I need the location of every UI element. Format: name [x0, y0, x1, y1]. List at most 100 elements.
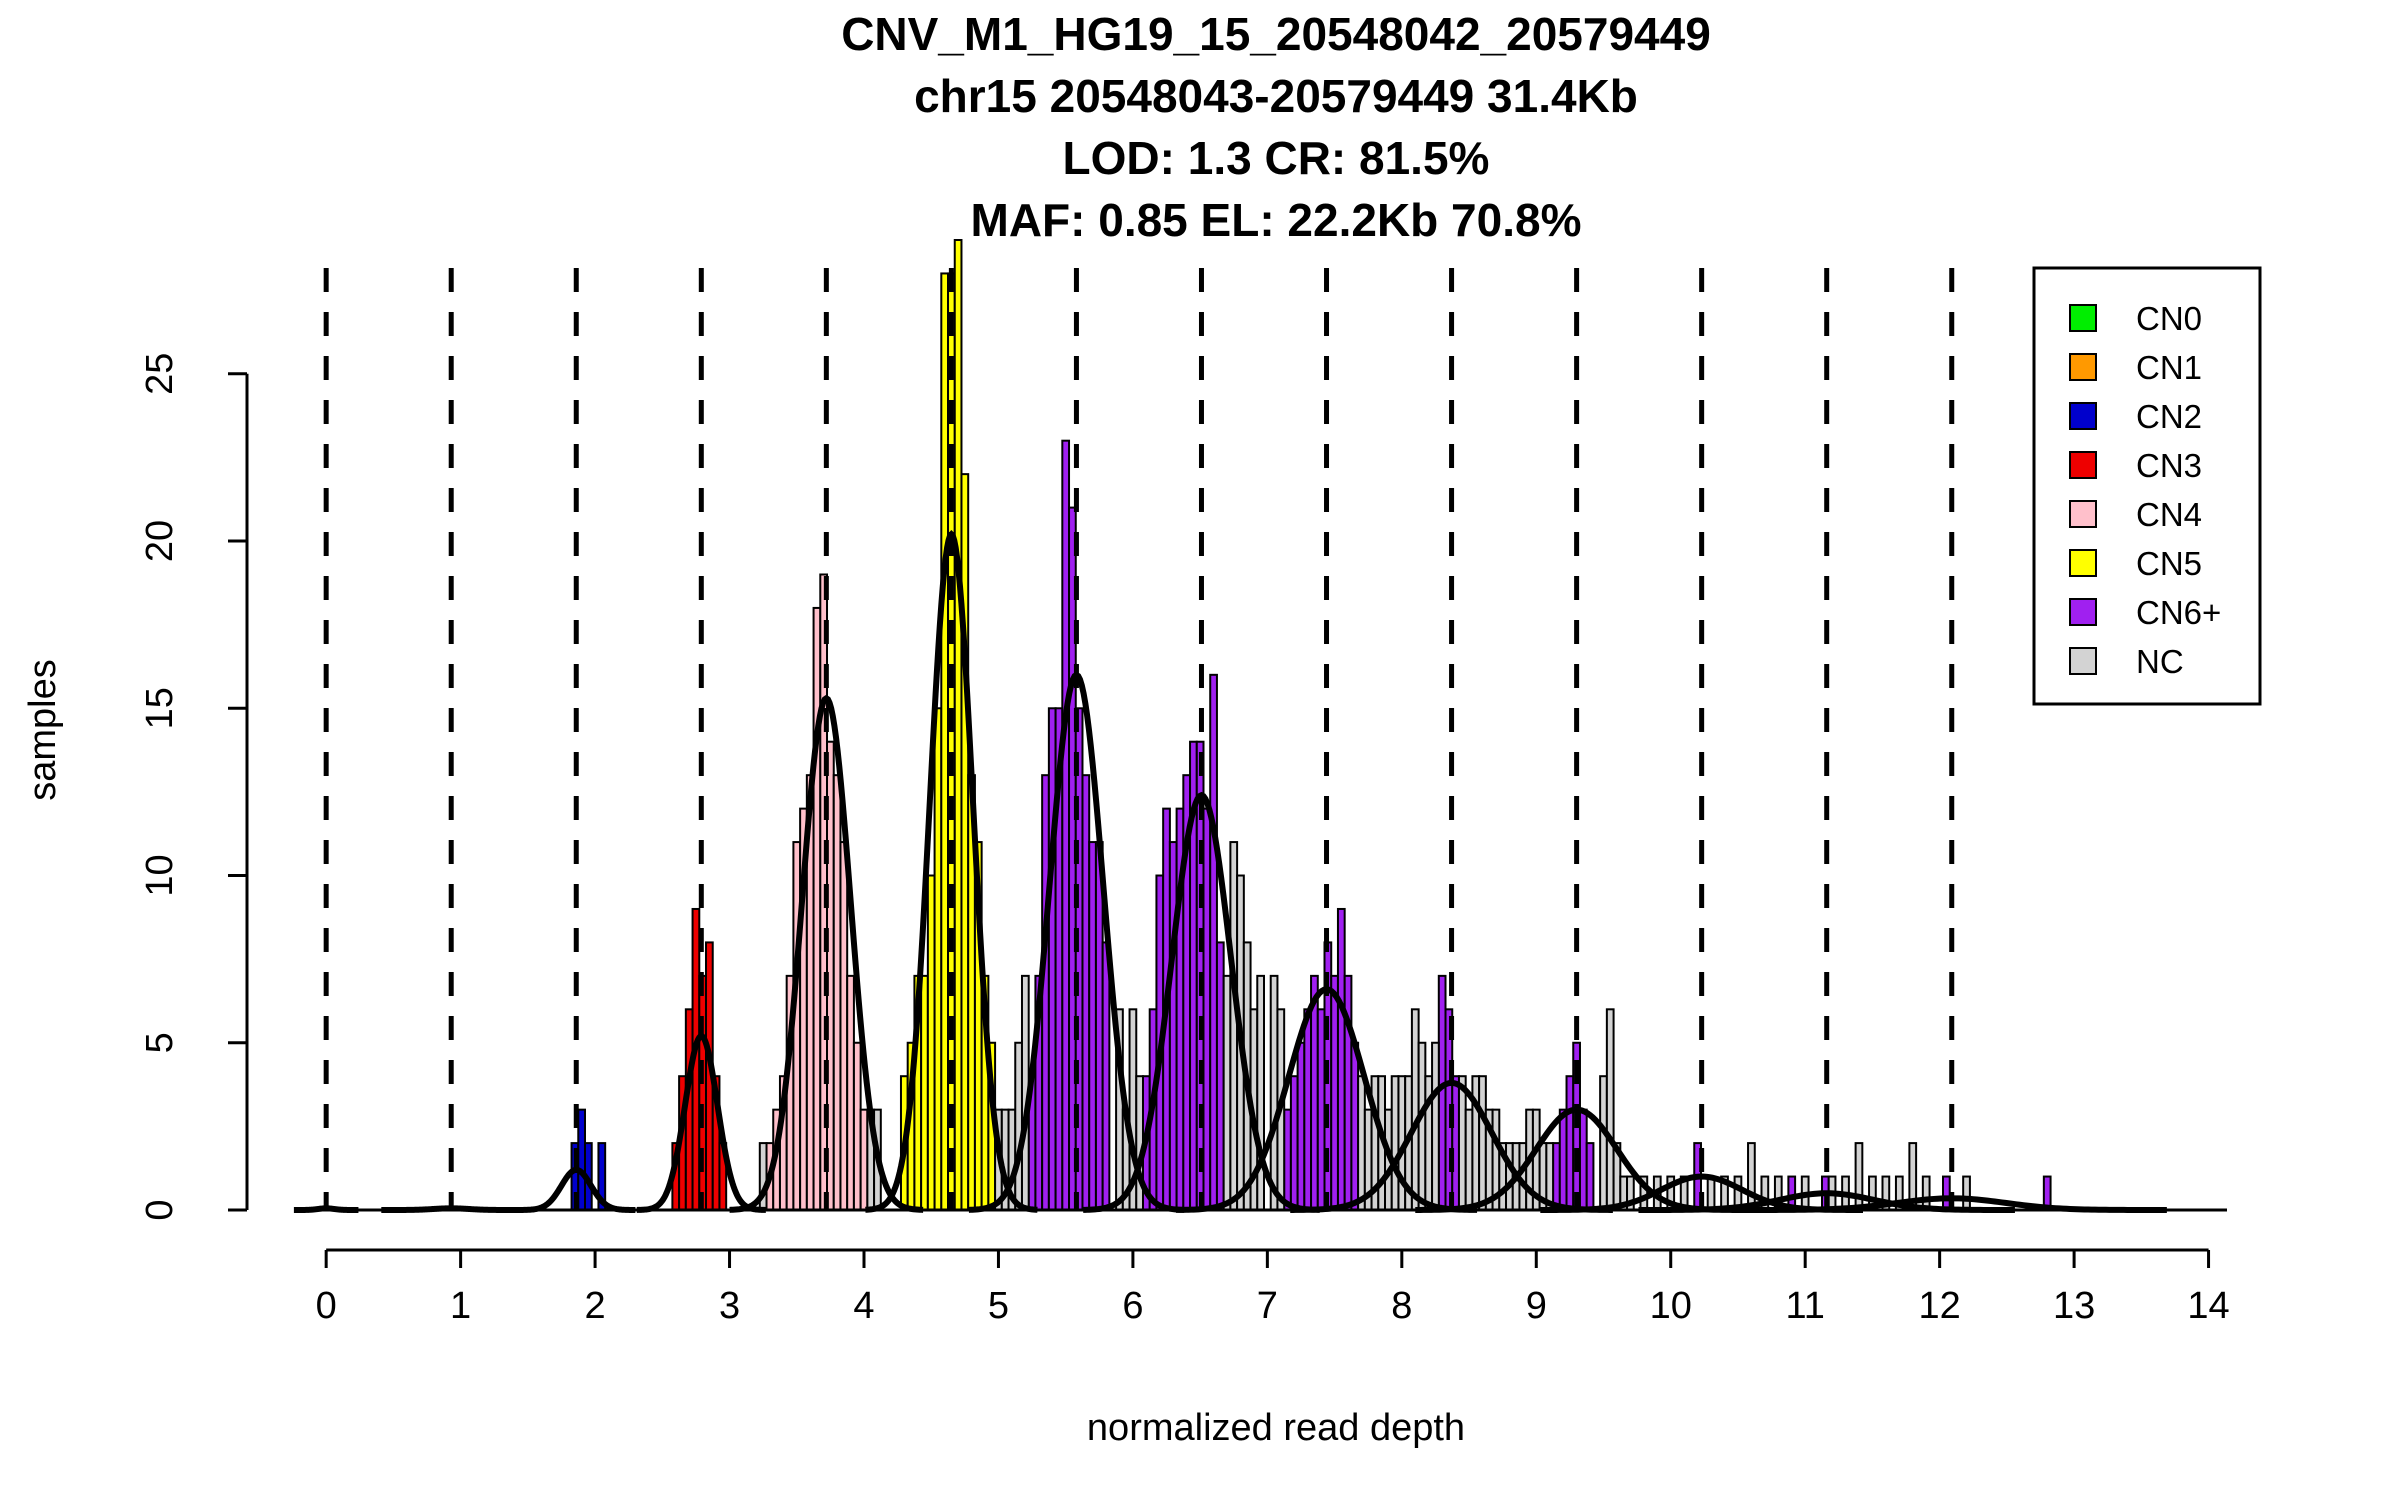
bar-cn6-plus: [1585, 1142, 1595, 1211]
bar-cn6-plus: [1451, 1075, 1460, 1212]
legend-swatch-cn3: [2069, 451, 2097, 479]
bar-nc: [1417, 1041, 1427, 1212]
bar-cn5: [940, 272, 950, 1211]
bar-nc: [1478, 1075, 1487, 1212]
legend-swatch-cn4: [2069, 500, 2097, 528]
title-line-1: CNV_M1_HG19_15_20548042_20579449: [841, 8, 1711, 60]
bar-nc: [1464, 1108, 1474, 1211]
x-tick-label-11: 11: [1785, 1285, 1824, 1327]
bar-nc: [1962, 1175, 1971, 1212]
bar-cn6-plus: [1074, 707, 1084, 1212]
bar-cn5: [926, 874, 936, 1211]
bar-cn6-plus: [1316, 1008, 1326, 1212]
bar-cn6-plus: [1336, 907, 1346, 1211]
x-axis: 0 1 2 3 4 5 6 7 8 9 10 11 12 13 14: [305, 1208, 2230, 1327]
x-tick-label-8: 8: [1391, 1285, 1412, 1327]
legend-swatch-cn0: [2069, 304, 2097, 332]
bar-nc: [1706, 1175, 1716, 1212]
x-tick-label-1: 1: [450, 1285, 471, 1327]
bar-cn6-plus: [1081, 774, 1091, 1211]
bar-nc: [1599, 1075, 1608, 1212]
title-line-3: LOD: 1.3 CR: 81.5%: [1063, 132, 1490, 184]
y-tick-label-0: 0: [139, 1199, 181, 1220]
title-line-2: chr15 20548043-20579449 31.4Kb: [914, 70, 1638, 122]
bar-cn6-plus: [1061, 439, 1071, 1212]
bar-cn5: [920, 974, 929, 1211]
legend-box: [2032, 266, 2262, 706]
bar-cn6-plus: [1552, 1142, 1561, 1211]
y-axis-label: samples: [22, 659, 64, 801]
title-line-4: MAF: 0.85 EL: 22.2Kb 70.8%: [971, 194, 1582, 246]
bar-cn4: [852, 1041, 862, 1212]
x-tick-label-0: 0: [316, 1285, 337, 1327]
legend-label-cn1: CN1: [2136, 349, 2202, 386]
bar-cn6-plus: [1283, 1108, 1292, 1211]
bar-cn4: [839, 841, 849, 1211]
x-tick-label-6: 6: [1122, 1285, 1143, 1327]
x-tick-label-2: 2: [585, 1285, 606, 1327]
bar-cn6-plus: [1942, 1175, 1951, 1212]
y-tick-label-25: 25: [139, 353, 181, 395]
y-tick-label-15: 15: [139, 687, 181, 729]
bar-nc: [1269, 974, 1279, 1211]
x-tick-label-5: 5: [988, 1285, 1009, 1327]
bar-cn6-plus: [1047, 707, 1057, 1212]
x-tick-label-3: 3: [719, 1285, 740, 1327]
bar-cn6-plus: [1578, 1108, 1588, 1211]
bar-cn6-plus: [1350, 1041, 1360, 1212]
y-tick-label-20: 20: [139, 520, 181, 562]
x-tick-label-4: 4: [853, 1285, 874, 1327]
legend-label-cn6-plus: CN6+: [2136, 594, 2221, 631]
x-axis-label: normalized read depth: [1087, 1407, 1465, 1449]
y-tick-label-10: 10: [139, 854, 181, 896]
legend-label-cn3: CN3: [2136, 447, 2202, 484]
bar-cn6-plus: [1330, 974, 1339, 1211]
legend-swatch-cn6-plus: [2069, 598, 2097, 626]
bar-nc: [1256, 974, 1266, 1211]
bar-nc: [1431, 1041, 1440, 1212]
bar-nc: [1222, 974, 1232, 1211]
x-tick-label-9: 9: [1526, 1285, 1547, 1327]
bar-cn4: [832, 774, 842, 1211]
bar-nc: [1014, 1041, 1023, 1212]
legend-label-cn2: CN2: [2136, 398, 2202, 435]
bar-cn6-plus: [1202, 807, 1212, 1211]
bar-nc: [1457, 1075, 1467, 1212]
bar-cn2: [577, 1108, 586, 1211]
legend-swatch-cn5: [2069, 549, 2097, 577]
legend-label-cn0: CN0: [2136, 300, 2202, 337]
bar-cn4: [812, 606, 822, 1211]
legend: CN0 CN1 CN2 CN3 CN4 CN5 CN6+ NC: [2032, 266, 2262, 706]
bar-nc: [1605, 1008, 1615, 1212]
legend-swatch-cn2: [2069, 402, 2097, 430]
x-tick-label-14: 14: [2187, 1285, 2229, 1327]
bar-cn6-plus: [1565, 1075, 1575, 1212]
copy-number-guides: [323, 268, 1955, 1210]
bar-nc: [1505, 1142, 1514, 1211]
bar-cn6-plus: [1303, 1008, 1313, 1212]
bar-nc: [1390, 1075, 1400, 1212]
bar-cn6-plus: [1296, 1041, 1306, 1212]
fit-curve-7: [1083, 791, 1320, 1213]
y-tick-label-5: 5: [139, 1032, 181, 1053]
bar-nc: [1357, 1075, 1366, 1212]
bar-nc: [1410, 1008, 1420, 1212]
x-tick-label-10: 10: [1650, 1285, 1692, 1327]
bar-cn4: [859, 1108, 869, 1211]
legend-label-nc: NC: [2136, 643, 2184, 680]
bar-cn6-plus: [1209, 673, 1218, 1211]
bar-cn6-plus: [1215, 941, 1225, 1212]
legend-label-cn4: CN4: [2136, 496, 2202, 533]
bar-nc: [1747, 1142, 1756, 1211]
bar-cn5: [933, 707, 943, 1212]
bar-cn6-plus: [1088, 841, 1097, 1211]
legend-swatch-cn1: [2069, 353, 2097, 381]
x-tick-label-7: 7: [1257, 1285, 1278, 1327]
bar-cn6-plus: [1558, 1108, 1568, 1211]
bar-cn3: [698, 974, 708, 1211]
chart-title: CNV_M1_HG19_15_20548042_20579449 chr15 2…: [841, 8, 1711, 246]
x-tick-label-12: 12: [1919, 1285, 1961, 1327]
bar-nc: [1229, 841, 1239, 1211]
